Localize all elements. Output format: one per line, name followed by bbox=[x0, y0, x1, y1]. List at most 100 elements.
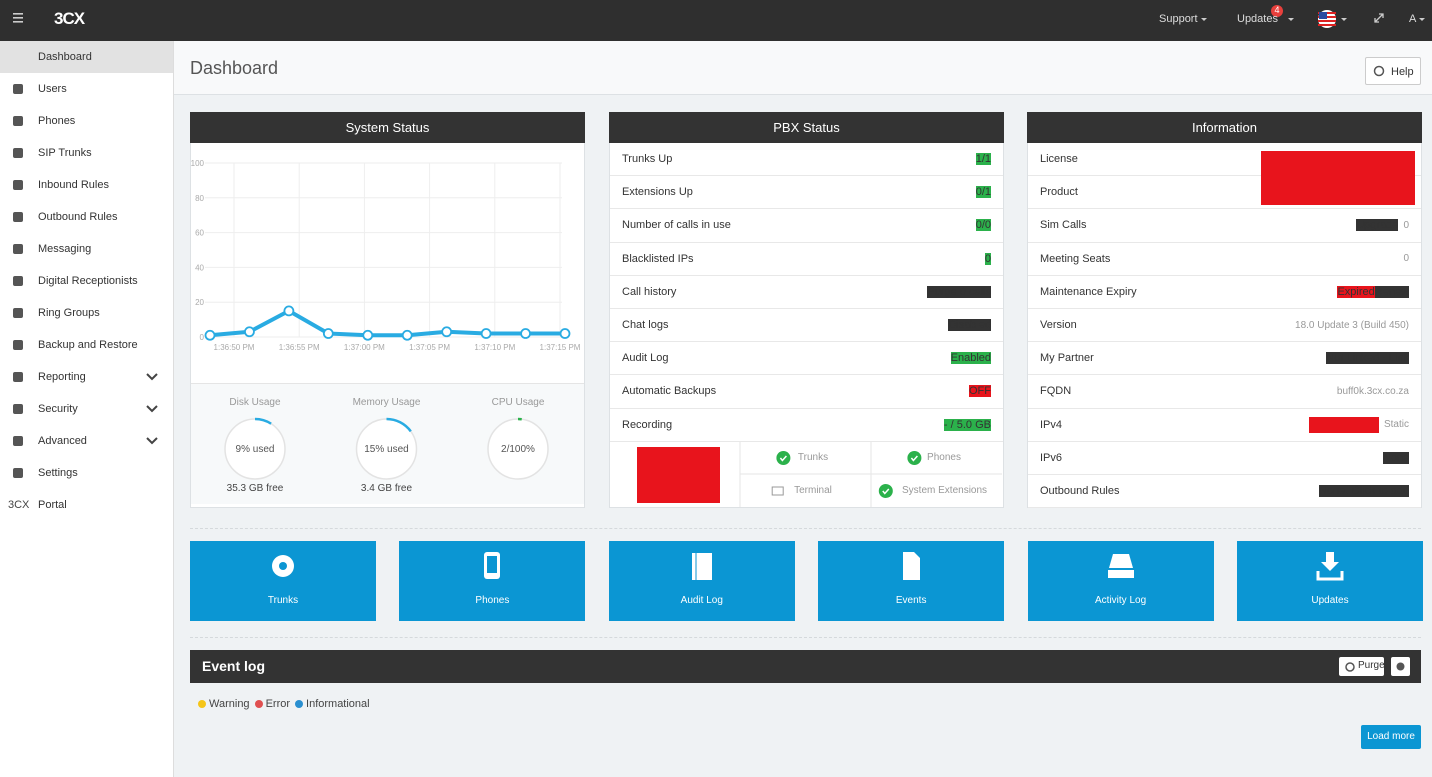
status-row: IPv4 Static bbox=[1028, 409, 1421, 442]
user-menu[interactable]: A bbox=[1409, 13, 1417, 25]
row-value-group: 0/0 bbox=[975, 219, 991, 232]
gauge-free: 35.3 GB free bbox=[226, 483, 284, 494]
status-row: Call history Purge 0 calls bbox=[610, 276, 1003, 309]
expand-chevron bbox=[146, 437, 158, 445]
sidebar-item[interactable]: Users bbox=[38, 83, 67, 95]
help-icon-ring bbox=[1373, 65, 1385, 77]
sidebar-item[interactable]: Portal bbox=[38, 499, 67, 511]
system-chart: 0 20 40 60 80 100 bbox=[191, 159, 571, 342]
status-row: My Partner Not Linked - Link bbox=[1028, 342, 1421, 376]
caret bbox=[1201, 18, 1207, 21]
chart-point bbox=[480, 328, 492, 339]
row-label: Outbound Rules bbox=[1040, 485, 1120, 498]
icon bbox=[487, 556, 498, 573]
row-label: IPv4 bbox=[1040, 418, 1063, 431]
badge[interactable]: - / 5.0 GB bbox=[943, 418, 991, 431]
row-label: License bbox=[1040, 153, 1078, 166]
y-tick-label: 80 bbox=[195, 194, 204, 203]
row-value-group: Enabled bbox=[950, 352, 991, 365]
sidebar-item[interactable]: Reporting bbox=[38, 371, 86, 383]
legend-dot bbox=[254, 700, 263, 708]
row-value: 0 bbox=[1403, 253, 1409, 265]
support-menu[interactable]: Support bbox=[1159, 13, 1198, 25]
status-row: Number of calls in use 0/0 bbox=[610, 209, 1003, 243]
x-tick-label: 1:36:55 PM bbox=[278, 343, 320, 352]
badge[interactable]: Expired bbox=[1337, 285, 1375, 298]
sidebar-item[interactable]: Inbound Rules bbox=[38, 179, 109, 191]
sidebar-item[interactable]: Messaging bbox=[38, 243, 92, 255]
sidebar-item[interactable]: Advanced bbox=[38, 435, 87, 447]
page-title: Dashboard bbox=[190, 58, 279, 78]
sidebar-item[interactable]: SIP Trunks bbox=[38, 147, 92, 159]
tile-label: Trunks bbox=[267, 595, 299, 606]
badge[interactable]: Enabled bbox=[950, 352, 991, 365]
updates-menu[interactable]: Updates bbox=[1237, 13, 1278, 25]
badge[interactable]: 1/1 bbox=[975, 153, 991, 166]
gear-icon bbox=[1396, 662, 1405, 671]
badge[interactable]: Disabled bbox=[948, 319, 991, 332]
badge[interactable]: OFF bbox=[969, 385, 991, 398]
tile-label: Audit Log bbox=[680, 595, 723, 606]
load-more-button[interactable]: Load more bbox=[1361, 725, 1421, 749]
sidebar-item[interactable]: Backup and Restore bbox=[38, 339, 138, 351]
legend-label: Error bbox=[265, 698, 291, 710]
badge[interactable]: 0/0 bbox=[975, 219, 991, 232]
status-row: Recording - / 5.0 GB bbox=[610, 409, 1003, 442]
row-label: Trunks Up bbox=[622, 153, 673, 166]
row-label: My Partner bbox=[1040, 352, 1094, 365]
service-ok bbox=[776, 451, 791, 465]
menu-icon-bar bbox=[13, 13, 23, 15]
sidebar-item[interactable]: Digital Receptionists bbox=[38, 275, 138, 287]
row-value-group: Upgrade 0 bbox=[1356, 219, 1409, 232]
row-value-group: OFF bbox=[969, 385, 991, 398]
tile-label: Events bbox=[895, 595, 927, 606]
sidebar-icon bbox=[13, 404, 23, 414]
badge[interactable]: None. Click to add bbox=[1319, 485, 1409, 498]
sidebar-item[interactable]: Settings bbox=[38, 467, 78, 479]
badge[interactable]: Upgrade bbox=[1356, 219, 1399, 232]
sidebar-item[interactable]: Outbound Rules bbox=[38, 211, 118, 223]
chart-point bbox=[520, 328, 531, 339]
tile[interactable]: Trunks bbox=[190, 541, 376, 621]
sidebar-icon bbox=[13, 212, 23, 222]
badge[interactable]: Not Linked - Link bbox=[1326, 352, 1409, 365]
tile-icon bbox=[903, 552, 921, 580]
sidebar-icon-text: 3CX bbox=[8, 499, 30, 511]
row-value-group: Purge 0 calls bbox=[927, 285, 991, 298]
status-row: Chat logs Disabled bbox=[610, 309, 1003, 343]
chart-point bbox=[322, 328, 334, 339]
chart-line bbox=[209, 308, 565, 338]
badge[interactable]: 0/1 bbox=[975, 186, 991, 199]
chart-point bbox=[362, 329, 374, 341]
redacted bbox=[1261, 151, 1415, 205]
status-row: Outbound Rules None. Click to add bbox=[1028, 475, 1421, 509]
row-label: Audit Log bbox=[622, 352, 669, 365]
sidebar-item[interactable]: Security bbox=[38, 403, 78, 415]
settings-icon bbox=[1396, 662, 1405, 671]
badge[interactable]: None bbox=[1382, 451, 1409, 464]
row-label: Version bbox=[1040, 319, 1077, 332]
fullscreen-icon bbox=[1374, 13, 1384, 23]
update-badge: 4 bbox=[1274, 5, 1280, 15]
gauge-name: Disk Usage bbox=[229, 397, 281, 408]
gauge-label: 15% used bbox=[364, 444, 409, 455]
badge[interactable]: Renew bbox=[1374, 285, 1409, 298]
load-more-label: Load more bbox=[1367, 731, 1415, 742]
y-tick-label: 0 bbox=[200, 333, 205, 342]
row-label: Call history bbox=[622, 285, 677, 298]
row-value: Static bbox=[1383, 419, 1409, 431]
menu-icon-bar bbox=[13, 17, 23, 19]
sidebar-item[interactable]: Dashboard bbox=[38, 51, 92, 63]
service-label: Phones bbox=[927, 452, 961, 463]
badge[interactable]: Purge 0 calls bbox=[927, 285, 991, 298]
badge[interactable]: 0 bbox=[984, 252, 991, 265]
help-label: Help bbox=[1391, 66, 1414, 78]
sidebar-item[interactable]: Ring Groups bbox=[38, 307, 100, 319]
expand-chevron bbox=[146, 405, 158, 413]
tile-label: Activity Log bbox=[1095, 595, 1147, 606]
caret bbox=[1288, 18, 1294, 21]
tile-label: Phones bbox=[475, 595, 510, 606]
sidebar-item[interactable]: Phones bbox=[38, 115, 76, 127]
status-row: Extensions Up 0/1 bbox=[610, 176, 1003, 210]
